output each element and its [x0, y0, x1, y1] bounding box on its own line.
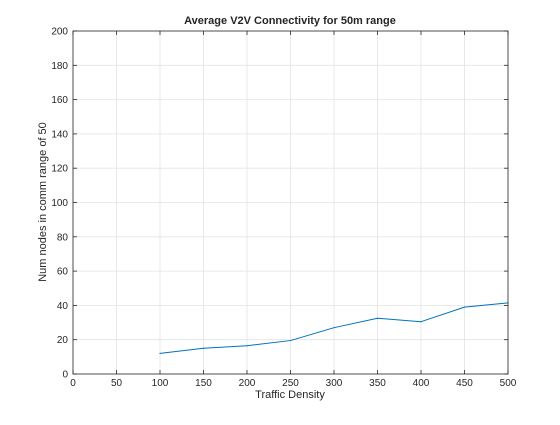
- x-tick-label: 200: [239, 378, 256, 389]
- data-point: [420, 321, 422, 323]
- y-tick-label: 120: [51, 164, 68, 175]
- y-tick-label: 140: [51, 129, 68, 140]
- x-tick-label: 350: [369, 378, 386, 389]
- y-tick-label: 60: [57, 267, 69, 278]
- y-tick-label: 80: [57, 232, 69, 243]
- data-point: [289, 339, 292, 342]
- axis-ticks: [72, 30, 509, 375]
- data-point: [202, 347, 205, 349]
- y-tick-label: 160: [51, 95, 68, 106]
- x-tick-label: 50: [111, 378, 123, 389]
- tick-labels: 0 50 100 150 200 250 300 350 400 450 500 0 20 40 60 80 1…: [51, 27, 516, 390]
- y-tick-label: 100: [51, 198, 68, 209]
- x-tick-label: 0: [70, 378, 76, 389]
- x-axis-label: Traffic Density: [255, 389, 325, 401]
- x-tick-label: 400: [413, 378, 430, 389]
- x-tick-label: 150: [195, 378, 212, 389]
- x-tick-label: 100: [152, 378, 169, 389]
- x-tick-label: 250: [282, 378, 299, 389]
- data-point: [246, 345, 248, 347]
- x-tick-label: 300: [326, 378, 343, 389]
- y-tick-label: 180: [51, 61, 68, 72]
- y-axis-label: Num nodes in comm range of 50: [37, 122, 49, 282]
- y-tick-label: 20: [57, 335, 69, 346]
- y-tick-label: 40: [57, 301, 69, 312]
- x-tick-label: 450: [456, 378, 473, 389]
- y-tick-label: 200: [51, 27, 68, 38]
- data-point: [376, 317, 379, 319]
- data-point: [159, 352, 161, 355]
- x-tick-label: 500: [500, 378, 517, 389]
- data-point: [333, 327, 335, 329]
- data-point: [463, 306, 466, 308]
- chart-title: Average V2V Connectivity for 50m range: [184, 15, 396, 27]
- y-tick-label: 0: [62, 370, 68, 381]
